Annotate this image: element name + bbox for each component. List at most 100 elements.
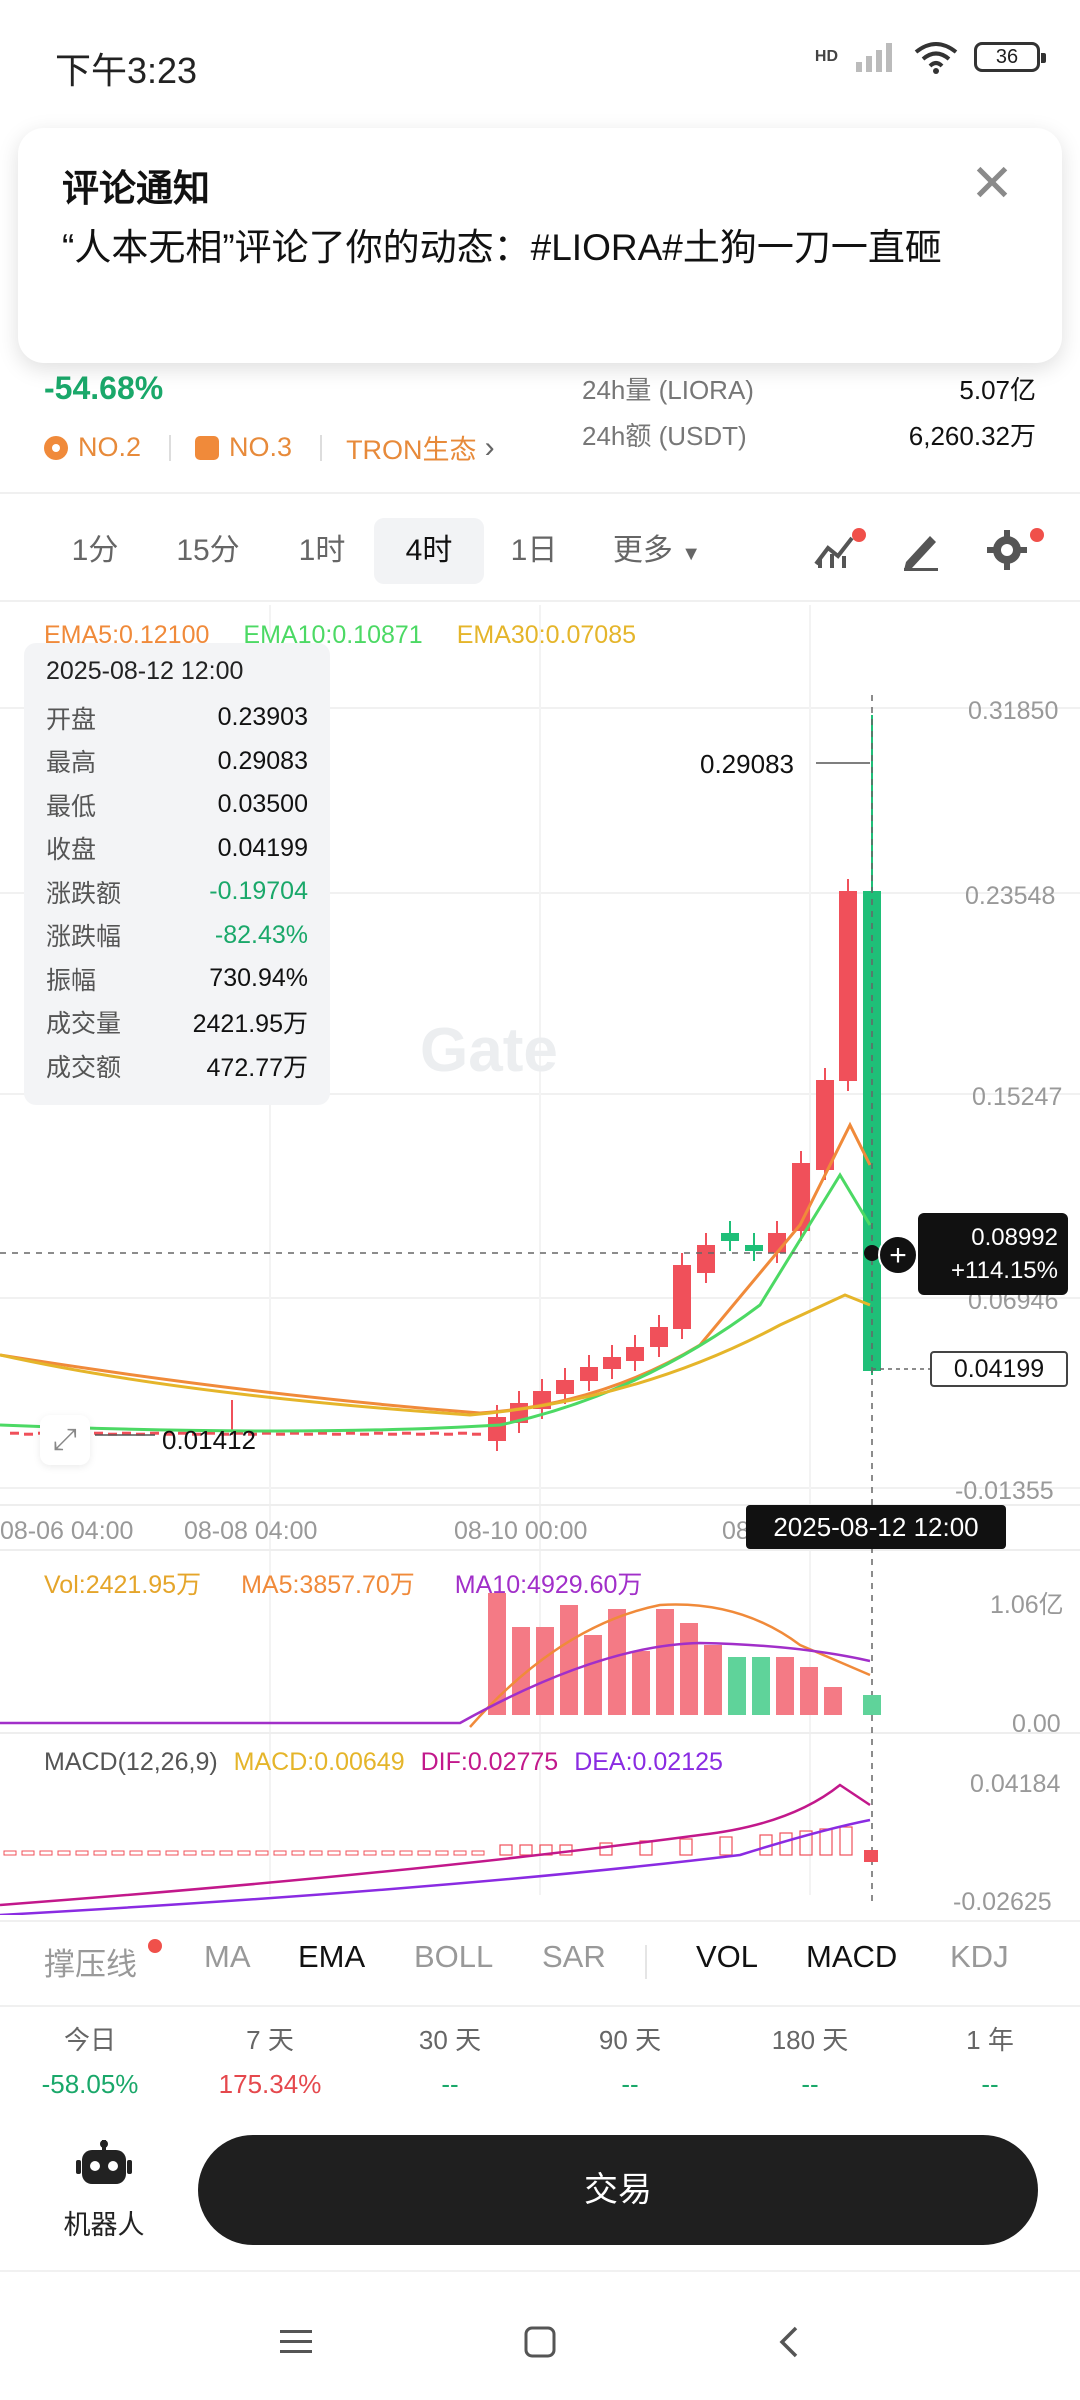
candle xyxy=(402,1431,411,1435)
price-axis-label: -0.01355 xyxy=(955,1477,1054,1505)
macd-bar xyxy=(129,1850,143,1856)
volume-legend: Vol:2421.95万 MA5:3857.70万 MA10:4929.60万 xyxy=(44,1565,682,1601)
macd-bar xyxy=(864,1850,878,1862)
macd-bar xyxy=(599,1842,613,1856)
caret-down-icon: ▼ xyxy=(681,543,702,565)
tab-macd[interactable]: MACD xyxy=(806,1939,898,1974)
close-icon[interactable]: ✕ xyxy=(970,155,1014,213)
bottom-action-bar: 机器人 交易 xyxy=(0,2120,1080,2270)
back-icon[interactable] xyxy=(770,2322,810,2362)
time-axis-label: 08-10 00:00 xyxy=(454,1517,588,1545)
rank-badge-2[interactable]: NO.3 xyxy=(195,432,292,463)
macd-bar xyxy=(111,1850,125,1856)
tab-vol[interactable]: VOL xyxy=(696,1939,759,1974)
vol-ma5: MA5:3857.70万 xyxy=(241,1571,415,1599)
macd-bar xyxy=(147,1850,161,1856)
gear-icon[interactable] xyxy=(982,524,1032,574)
tab-ema[interactable]: EMA xyxy=(298,1939,366,1974)
candle xyxy=(136,1432,145,1436)
tab-boll[interactable]: BOLL xyxy=(414,1939,494,1974)
tab-4h[interactable]: 4时 xyxy=(374,518,484,584)
ticker-header: -54.68% NO.2 NO.3 TRON生态 › 24h量 (LIORA) 5… xyxy=(0,360,1080,490)
candle xyxy=(276,1432,285,1436)
macd-bar xyxy=(327,1850,341,1856)
perf-180d: 180 天 -- xyxy=(740,2020,880,2100)
fire-icon xyxy=(195,435,220,460)
high-price-tag: 0.29083 xyxy=(700,749,794,779)
ema10-line xyxy=(0,1172,872,1433)
menu-icon[interactable] xyxy=(276,2322,316,2362)
candle xyxy=(430,1431,439,1435)
tab-1m[interactable]: 1分 xyxy=(71,534,119,567)
ohlc-row: 涨跌额 -0.19704 xyxy=(46,870,308,914)
rank-row[interactable]: NO.2 NO.3 TRON生态 › xyxy=(44,428,523,467)
robot-button[interactable]: 机器人 xyxy=(56,2140,152,2242)
ohlc-row: 振幅 730.94% xyxy=(46,957,308,1001)
volume-bar xyxy=(608,1609,626,1715)
wifi-icon xyxy=(914,42,958,74)
candle xyxy=(745,1245,763,1251)
candle xyxy=(816,1080,834,1170)
ohlc-key: 最低 xyxy=(46,792,97,821)
trade-button[interactable]: 交易 xyxy=(198,2135,1038,2245)
status-icons: HD 36 xyxy=(815,40,1046,74)
macd-bar xyxy=(21,1850,35,1856)
candle xyxy=(248,1432,257,1436)
tab-sar[interactable]: SAR xyxy=(542,1939,606,1974)
divider xyxy=(0,492,1080,494)
vol-value: 5.07亿 xyxy=(959,375,1036,405)
comment-notification[interactable]: 评论通知 “人本无相”评论了你的动态：#LIORA#土狗一刀一直砸 ✕ xyxy=(18,128,1062,363)
tab-1h[interactable]: 1时 xyxy=(298,534,346,567)
candle xyxy=(234,1431,243,1435)
vol-ma5-line xyxy=(469,1603,871,1728)
signal-icon xyxy=(856,43,892,72)
ema5-line xyxy=(0,1121,872,1415)
vol-ma10-line xyxy=(0,1641,871,1725)
indicator-icon[interactable] xyxy=(810,524,860,574)
add-alert-icon[interactable]: + xyxy=(878,1235,918,1275)
tab-15m[interactable]: 15分 xyxy=(176,534,240,567)
dea-value: DEA:0.02125 xyxy=(574,1748,723,1776)
tab-kdj[interactable]: KDJ xyxy=(950,1939,1009,1974)
perf-today: 今日 -58.05% xyxy=(20,2020,160,2100)
kline-chart[interactable]: Gate EMA5:0.12100 EMA10:0.10871 EMA30:0.07… xyxy=(0,605,1080,1916)
candle xyxy=(488,1417,506,1441)
macd-bar xyxy=(291,1850,305,1856)
gate-watermark: Gate xyxy=(420,1016,558,1085)
divider xyxy=(0,1920,1080,1922)
tab-support-resistance[interactable]: 撑压线 xyxy=(44,1947,137,1982)
candle xyxy=(10,1431,19,1435)
price-axis-label: 0.15247 xyxy=(972,1083,1063,1111)
perf-value: -- xyxy=(801,2069,819,2099)
macd-bar xyxy=(499,1844,513,1856)
tab-ma[interactable]: MA xyxy=(204,1939,251,1974)
tab-more[interactable]: 更多 ▼ xyxy=(598,518,716,584)
perf-90d: 90 天 -- xyxy=(560,2020,700,2100)
expand-icon[interactable]: ⤢ xyxy=(40,1415,90,1465)
ohlc-key: 开盘 xyxy=(46,705,97,734)
macd-bar xyxy=(471,1850,485,1856)
macd-bar xyxy=(3,1850,17,1856)
draw-pen-icon[interactable] xyxy=(896,524,946,574)
volume-bar xyxy=(800,1667,818,1715)
notification-body: “人本无相”评论了你的动态：#LIORA#土狗一刀一直砸 xyxy=(62,227,942,268)
candle xyxy=(626,1347,644,1361)
volume-bar xyxy=(560,1605,578,1715)
candle xyxy=(346,1431,355,1435)
perf-7d: 7 天 175.34% xyxy=(200,2020,340,2100)
ohlc-key: 成交额 xyxy=(46,1053,122,1082)
candle xyxy=(24,1432,33,1436)
divider xyxy=(0,600,1080,602)
rank-badge-1[interactable]: NO.2 xyxy=(44,432,141,463)
rank-icon xyxy=(44,435,68,460)
tab-1d[interactable]: 1日 xyxy=(510,534,558,567)
ohlc-datetime: 2025-08-12 12:00 xyxy=(46,657,244,685)
ecosystem-link[interactable]: TRON生态 › xyxy=(346,428,495,467)
candle xyxy=(360,1432,369,1436)
macd-bar xyxy=(363,1850,377,1856)
macd-bar xyxy=(399,1850,413,1856)
home-icon[interactable] xyxy=(520,2322,560,2362)
ohlc-value: 472.77万 xyxy=(206,1053,308,1082)
notification-dot xyxy=(1030,528,1044,542)
macd-bar xyxy=(39,1850,53,1856)
